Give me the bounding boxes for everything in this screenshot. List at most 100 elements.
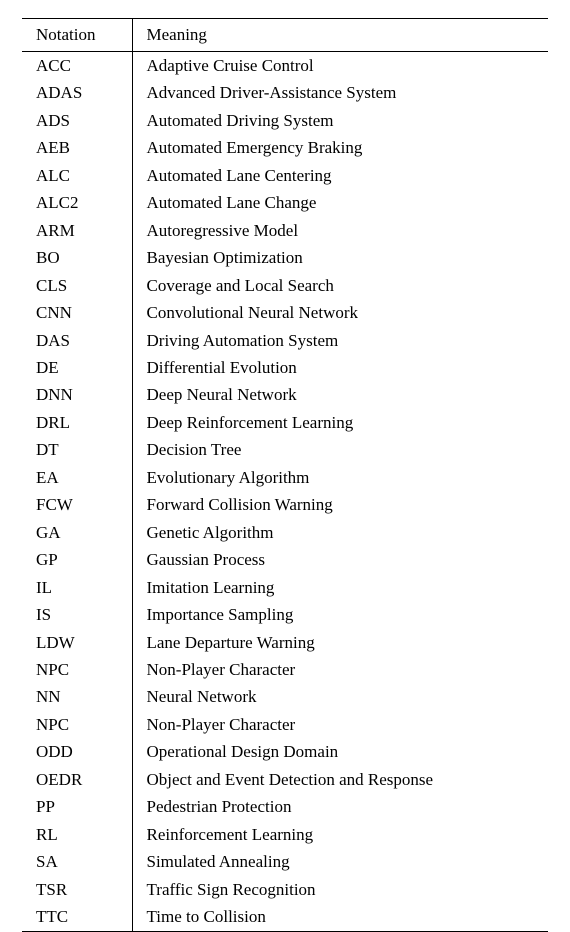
- cell-meaning: Decision Tree: [132, 436, 548, 463]
- cell-meaning: Imitation Learning: [132, 574, 548, 601]
- cell-notation: ODD: [22, 738, 132, 765]
- cell-notation: PP: [22, 793, 132, 820]
- notation-table: Notation Meaning ACCAdaptive Cruise Cont…: [22, 18, 548, 932]
- cell-notation: ALC2: [22, 189, 132, 216]
- table-body: ACCAdaptive Cruise ControlADASAdvanced D…: [22, 52, 548, 932]
- cell-notation: NN: [22, 683, 132, 710]
- table-row: ODDOperational Design Domain: [22, 738, 548, 765]
- cell-notation: ARM: [22, 217, 132, 244]
- cell-notation: RL: [22, 821, 132, 848]
- table-row: AEBAutomated Emergency Braking: [22, 134, 548, 161]
- cell-notation: TTC: [22, 903, 132, 931]
- table-row: RLReinforcement Learning: [22, 821, 548, 848]
- table-row: EAEvolutionary Algorithm: [22, 464, 548, 491]
- cell-notation: IS: [22, 601, 132, 628]
- cell-meaning: Automated Emergency Braking: [132, 134, 548, 161]
- table-row: CLSCoverage and Local Search: [22, 272, 548, 299]
- cell-meaning: Driving Automation System: [132, 327, 548, 354]
- table-row: DRLDeep Reinforcement Learning: [22, 409, 548, 436]
- cell-meaning: Operational Design Domain: [132, 738, 548, 765]
- cell-meaning: Autoregressive Model: [132, 217, 548, 244]
- cell-meaning: Pedestrian Protection: [132, 793, 548, 820]
- cell-notation: NPC: [22, 711, 132, 738]
- table-row: NPCNon-Player Character: [22, 711, 548, 738]
- cell-notation: ACC: [22, 52, 132, 80]
- cell-meaning: Adaptive Cruise Control: [132, 52, 548, 80]
- cell-notation: DRL: [22, 409, 132, 436]
- header-notation: Notation: [22, 19, 132, 52]
- table-row: ADASAdvanced Driver-Assistance System: [22, 79, 548, 106]
- cell-meaning: Automated Driving System: [132, 107, 548, 134]
- cell-meaning: Forward Collision Warning: [132, 491, 548, 518]
- cell-meaning: Advanced Driver-Assistance System: [132, 79, 548, 106]
- cell-notation: LDW: [22, 629, 132, 656]
- cell-notation: BO: [22, 244, 132, 271]
- table-row: DTDecision Tree: [22, 436, 548, 463]
- cell-meaning: Simulated Annealing: [132, 848, 548, 875]
- table-row: GPGaussian Process: [22, 546, 548, 573]
- cell-meaning: Deep Neural Network: [132, 381, 548, 408]
- cell-notation: IL: [22, 574, 132, 601]
- table-row: ILImitation Learning: [22, 574, 548, 601]
- cell-meaning: Non-Player Character: [132, 711, 548, 738]
- cell-meaning: Object and Event Detection and Response: [132, 766, 548, 793]
- table-row: DNNDeep Neural Network: [22, 381, 548, 408]
- table-row: ARMAutoregressive Model: [22, 217, 548, 244]
- cell-meaning: Importance Sampling: [132, 601, 548, 628]
- table-row: GAGenetic Algorithm: [22, 519, 548, 546]
- cell-meaning: Genetic Algorithm: [132, 519, 548, 546]
- cell-notation: CLS: [22, 272, 132, 299]
- cell-meaning: Traffic Sign Recognition: [132, 876, 548, 903]
- cell-notation: EA: [22, 464, 132, 491]
- cell-notation: FCW: [22, 491, 132, 518]
- cell-meaning: Convolutional Neural Network: [132, 299, 548, 326]
- cell-notation: ADAS: [22, 79, 132, 106]
- cell-notation: GP: [22, 546, 132, 573]
- cell-notation: DT: [22, 436, 132, 463]
- table-row: NPCNon-Player Character: [22, 656, 548, 683]
- table-row: ALC2Automated Lane Change: [22, 189, 548, 216]
- cell-meaning: Reinforcement Learning: [132, 821, 548, 848]
- cell-notation: DAS: [22, 327, 132, 354]
- cell-notation: DNN: [22, 381, 132, 408]
- table-row: TSRTraffic Sign Recognition: [22, 876, 548, 903]
- cell-notation: AEB: [22, 134, 132, 161]
- cell-notation: NPC: [22, 656, 132, 683]
- table-header-row: Notation Meaning: [22, 19, 548, 52]
- cell-notation: DE: [22, 354, 132, 381]
- cell-notation: GA: [22, 519, 132, 546]
- table-row: ISImportance Sampling: [22, 601, 548, 628]
- table-row: ADSAutomated Driving System: [22, 107, 548, 134]
- cell-meaning: Evolutionary Algorithm: [132, 464, 548, 491]
- cell-notation: ADS: [22, 107, 132, 134]
- cell-notation: ALC: [22, 162, 132, 189]
- table-row: ALCAutomated Lane Centering: [22, 162, 548, 189]
- cell-meaning: Bayesian Optimization: [132, 244, 548, 271]
- cell-meaning: Gaussian Process: [132, 546, 548, 573]
- cell-meaning: Lane Departure Warning: [132, 629, 548, 656]
- table-row: DEDifferential Evolution: [22, 354, 548, 381]
- table-row: TTCTime to Collision: [22, 903, 548, 931]
- table-row: NNNeural Network: [22, 683, 548, 710]
- table-row: DASDriving Automation System: [22, 327, 548, 354]
- table-row: PPPedestrian Protection: [22, 793, 548, 820]
- cell-meaning: Differential Evolution: [132, 354, 548, 381]
- table-row: LDWLane Departure Warning: [22, 629, 548, 656]
- cell-notation: OEDR: [22, 766, 132, 793]
- cell-notation: SA: [22, 848, 132, 875]
- cell-meaning: Automated Lane Change: [132, 189, 548, 216]
- cell-notation: CNN: [22, 299, 132, 326]
- cell-meaning: Automated Lane Centering: [132, 162, 548, 189]
- table-row: SASimulated Annealing: [22, 848, 548, 875]
- table-row: CNNConvolutional Neural Network: [22, 299, 548, 326]
- table-row: FCWForward Collision Warning: [22, 491, 548, 518]
- cell-notation: TSR: [22, 876, 132, 903]
- cell-meaning: Neural Network: [132, 683, 548, 710]
- header-meaning: Meaning: [132, 19, 548, 52]
- table-row: BOBayesian Optimization: [22, 244, 548, 271]
- cell-meaning: Non-Player Character: [132, 656, 548, 683]
- table-row: ACCAdaptive Cruise Control: [22, 52, 548, 80]
- cell-meaning: Time to Collision: [132, 903, 548, 931]
- cell-meaning: Deep Reinforcement Learning: [132, 409, 548, 436]
- table-row: OEDRObject and Event Detection and Respo…: [22, 766, 548, 793]
